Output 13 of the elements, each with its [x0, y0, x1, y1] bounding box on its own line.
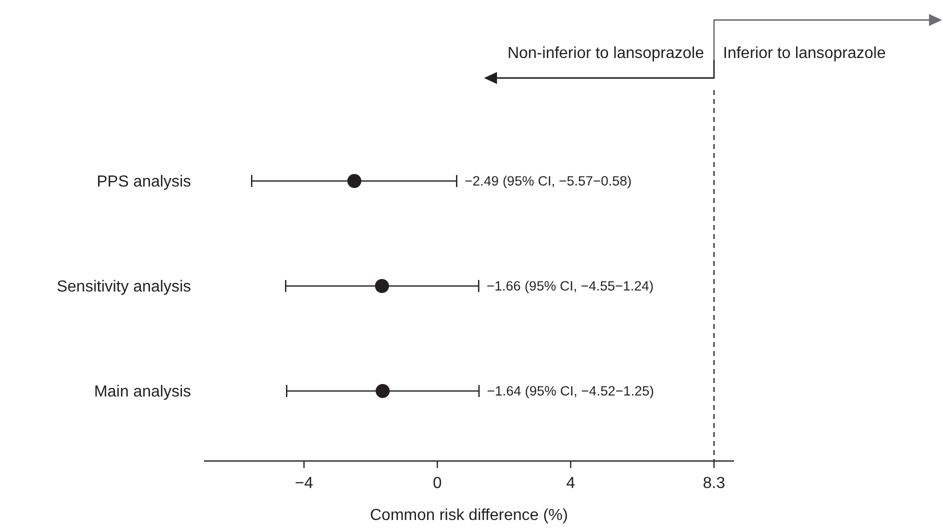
x-tick-label: 8.3	[702, 475, 726, 492]
x-tick-label: 4	[566, 475, 576, 492]
text: Non-inferior to lansoprazole	[507, 45, 704, 62]
text: Inferior to lansoprazole	[723, 45, 886, 62]
y-tick-label: Main analysis	[94, 384, 191, 401]
x-tick-label: −4	[294, 475, 314, 492]
annotation: −2.49 (95% CI, −5.57−0.58)	[464, 174, 632, 189]
y-tick-label: PPS analysis	[96, 174, 191, 191]
x-axis-title: Common risk difference (%)	[370, 507, 568, 524]
annotation: −1.66 (95% CI, −4.55−1.24)	[486, 278, 654, 294]
y-tick-label: Sensitivity analysis	[56, 278, 191, 296]
annotation: −1.64 (95% CI, −4.52−1.25)	[487, 384, 654, 399]
x-tick-label: 0	[432, 475, 442, 492]
